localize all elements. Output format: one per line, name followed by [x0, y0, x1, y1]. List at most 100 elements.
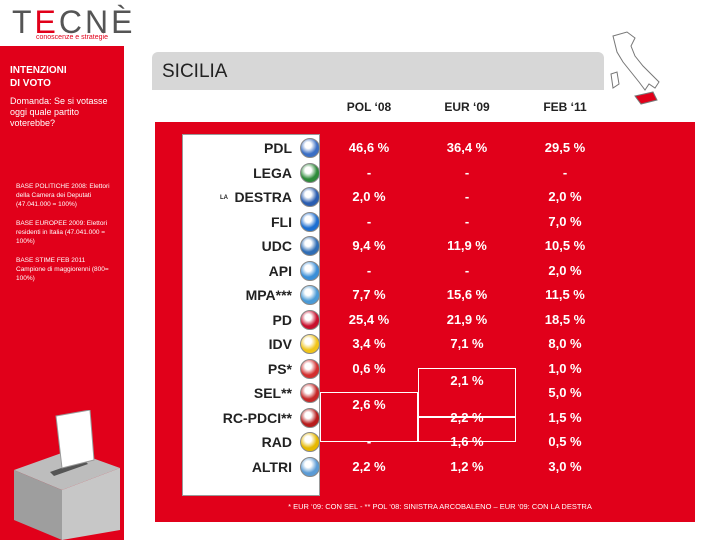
table-row: LA DESTRA	[182, 186, 720, 209]
value-cell: 46,6 %	[348, 140, 390, 155]
value-cell: 1,2 %	[450, 458, 484, 474]
merged-value-cell: 2,1 %	[450, 372, 484, 388]
italy-map-icon	[610, 31, 660, 105]
logo-text: TECNÈ	[12, 4, 136, 40]
value-cell: 3,0 %	[548, 458, 582, 474]
pdl-logo-icon	[300, 138, 320, 158]
value-cell: 25,4 %	[348, 311, 390, 327]
value-cell: 3,4 %	[352, 336, 386, 351]
party-name: DESTRA	[234, 189, 292, 205]
value-cell: 36,4 %	[446, 140, 488, 155]
sidebar-heading: INTENZIONI DI VOTO	[10, 64, 120, 90]
fli-logo-icon	[300, 211, 320, 232]
sidebar-question: Domanda: Se si votasse oggi quale partit…	[10, 96, 108, 128]
heading-line-1: INTENZIONI	[10, 65, 67, 76]
party-name: API	[268, 262, 292, 279]
udc-logo-icon	[300, 236, 320, 256]
altri-icon	[300, 456, 320, 477]
value-cell: 8,0 %	[548, 336, 582, 351]
sidebar-note-europee: BASE EUROPEE 2009: Elettori residenti in…	[16, 220, 108, 245]
mpa-logo-icon	[300, 285, 320, 305]
value-cell: 2,2 %	[450, 409, 484, 425]
tecne-logo: TECNÈ conoscenze e strategie	[12, 4, 132, 44]
merged-value-cell: 2,6 %	[352, 397, 386, 413]
party-labels-box	[182, 134, 320, 496]
value-cell: 11,9 %	[447, 238, 487, 253]
api-logo-icon	[300, 260, 320, 281]
idv-logo-icon	[300, 334, 320, 354]
value-cell: 2,0 %	[352, 189, 386, 204]
table-row: API	[182, 260, 720, 283]
value-cell: 15,6 %	[446, 287, 488, 302]
table-row: SEL**	[182, 382, 720, 405]
lega-logo-icon	[300, 162, 320, 183]
value-cell: -	[366, 164, 372, 180]
heading-line-2: DI VOTO	[10, 78, 51, 89]
title-bar: SICILIA	[152, 52, 604, 90]
party-name: RC-PDCI**	[222, 409, 292, 426]
party-name: PD	[272, 311, 292, 328]
table-row: LEGA	[182, 162, 720, 185]
party-name-prefix: LA	[220, 195, 228, 201]
value-cell: 7,7 %	[352, 287, 386, 302]
value-cell: 1,0 %	[548, 360, 582, 376]
value-cell: 10,5 %	[544, 238, 586, 253]
table-row: PDL	[182, 137, 720, 160]
footnote: * EUR ‘09: CON SEL - ** POL ‘08: SINISTR…	[288, 502, 592, 511]
value-cell: -	[464, 164, 470, 180]
table-row: IDV	[182, 333, 720, 356]
value-cell: 7,0 %	[548, 213, 582, 229]
value-cell: 1,5 %	[548, 409, 582, 425]
party-name: PS*	[267, 360, 292, 377]
value-cell: 29,5 %	[544, 140, 586, 155]
merged-cell-border-pol	[320, 392, 418, 442]
table-row: ALTRI	[182, 456, 720, 479]
value-cell: 2,0 %	[548, 262, 582, 278]
column-header-feb11: FEB ‘11	[543, 100, 587, 114]
sidebar-note-politiche: BASE POLITICHE 2008: Elettori della Came…	[16, 183, 110, 208]
party-name: PDL	[264, 140, 292, 156]
value-cell: 2,2 %	[352, 458, 386, 474]
party-name: FLI	[271, 213, 292, 230]
value-cell: -	[464, 189, 470, 204]
value-cell: 21,9 %	[446, 311, 488, 327]
table-row: UDC	[182, 235, 720, 258]
party-name: ALTRI	[251, 458, 292, 475]
value-cell: 9,4 %	[352, 238, 386, 253]
value-cell: -	[464, 262, 470, 278]
table-row: FLI	[182, 211, 720, 234]
merged-cell-border-eur	[418, 368, 516, 417]
value-cell: -	[366, 262, 372, 278]
value-cell: 0,5 %	[548, 434, 582, 449]
rc-pdci-logo-icon	[300, 407, 320, 428]
value-cell: 11,5 %	[545, 287, 585, 302]
party-name: IDV	[268, 336, 292, 352]
sel-logo-icon	[300, 383, 320, 403]
ballot-box-icon	[14, 410, 120, 540]
value-cell: -	[464, 213, 470, 229]
logo-subtitle: conoscenze e strategie	[36, 34, 108, 41]
party-name: RAD	[261, 434, 292, 450]
table-row: RC-PDCI**	[182, 407, 720, 430]
value-cell: -	[366, 213, 372, 229]
table-row: PD	[182, 309, 720, 332]
table-row: PS*	[182, 358, 720, 381]
party-name: LEGA	[253, 164, 292, 181]
table-row: RAD	[182, 431, 720, 454]
value-cell: 18,5 %	[544, 311, 586, 327]
value-cell: 7,1 %	[450, 336, 484, 351]
page-title: SICILIA	[162, 61, 228, 82]
destra-logo-icon	[300, 187, 320, 207]
column-header-pol08: POL ‘08	[346, 100, 392, 114]
party-name: MPA***	[245, 287, 292, 303]
value-cell: 1,6 %	[450, 434, 484, 449]
table-row: MPA***	[182, 284, 720, 307]
value-cell: 2,0 %	[548, 189, 582, 204]
sidebar: INTENZIONI DI VOTO Domanda: Se si votass…	[0, 46, 124, 540]
pd-logo-icon	[300, 309, 320, 330]
value-cell: -	[366, 434, 372, 449]
column-header-eur09: EUR ‘09	[444, 100, 490, 114]
party-name: SEL**	[253, 385, 292, 401]
value-cell: 5,0 %	[548, 385, 582, 400]
value-cell: -	[562, 164, 568, 180]
